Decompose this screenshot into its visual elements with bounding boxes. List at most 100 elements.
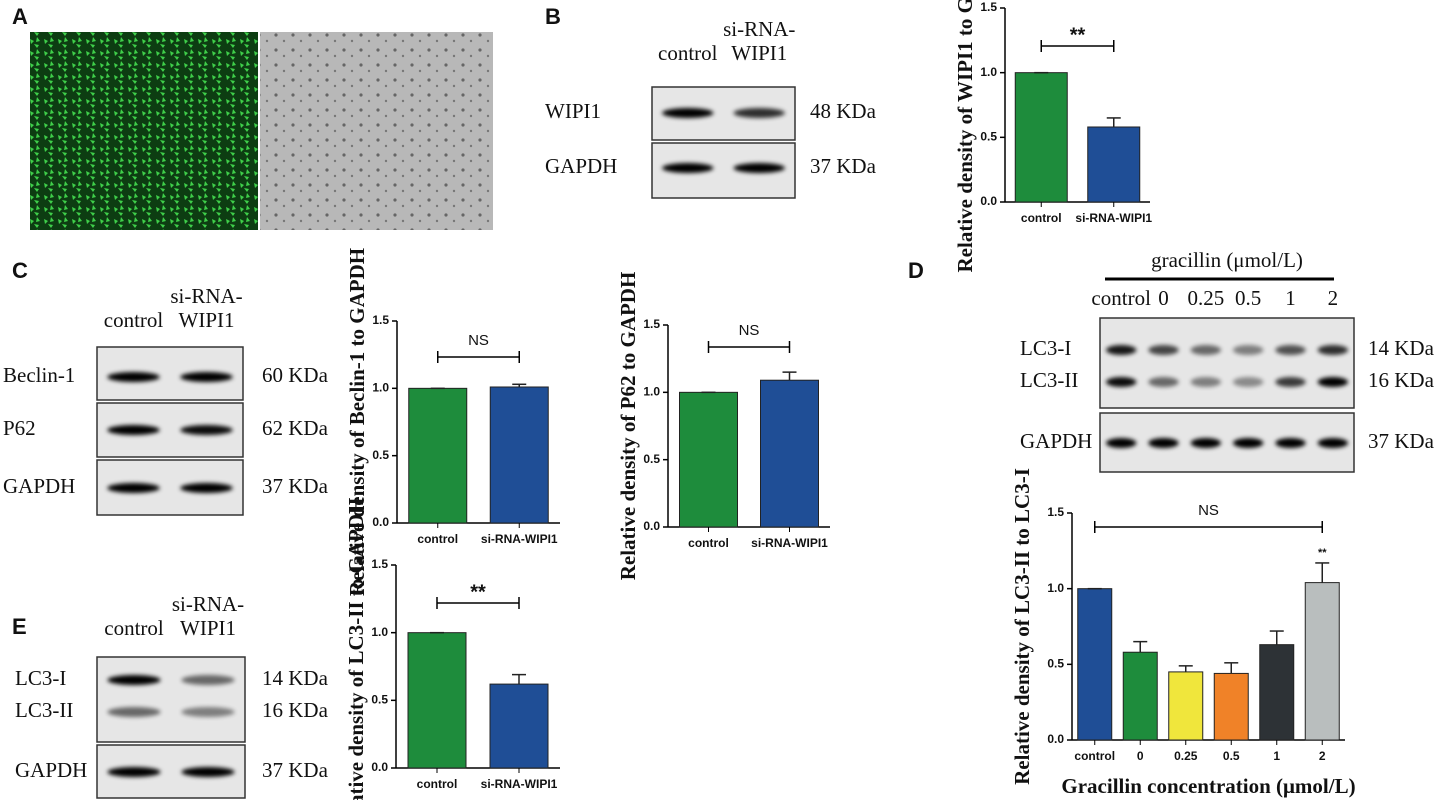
bar [1213,672,1249,741]
x-tick-label: control [417,532,458,546]
band [1105,377,1137,387]
size-label: 48 KDa [810,99,877,123]
band [1190,438,1222,448]
band [181,675,235,685]
protein-label: P62 [3,416,36,440]
band [662,108,714,118]
lane-label: 0 [1158,286,1169,310]
lane-label: WIPI1 [731,41,787,65]
bar [679,391,738,528]
lane-label: WIPI1 [180,616,236,640]
band [107,675,161,685]
lane-label: si-RNA- [172,592,244,616]
x-tick-label: 1 [1273,749,1280,763]
band [733,163,785,173]
y-tick-label: 0.0 [980,194,997,208]
lane-label: control [104,616,164,640]
size-label: 37 KDa [1368,429,1435,453]
band [1275,377,1306,387]
band [1232,438,1264,448]
lane-label: 2 [1328,286,1339,310]
x-tick-label: 2 [1319,749,1326,763]
band [1190,345,1222,355]
lane-label: si-RNA- [170,284,242,308]
band [1105,438,1137,448]
band [107,372,160,382]
protein-label: GAPDH [545,154,617,178]
x-tick-label: control [688,536,729,550]
y-tick-label: 0.0 [643,519,660,533]
x-tick-label: control [1021,211,1062,225]
lane-label: 0.25 [1187,286,1224,310]
panel-label: E [12,614,27,639]
band [1148,377,1179,387]
y-tick-label: 0.5 [643,452,660,466]
protein-label: LC3-II [1020,368,1078,392]
y-tick-label: 0.5 [371,693,388,707]
y-tick-label: 1.0 [371,625,388,639]
y-tick-label: 0.0 [371,760,388,774]
protein-label: GAPDH [3,474,75,498]
brightfield-image [260,32,493,230]
bar [489,386,549,524]
size-label: 60 KDa [262,363,329,387]
x-tick-label: 0.25 [1174,749,1198,763]
y-tick-label: 0.5 [1047,657,1064,671]
bar [1304,582,1340,741]
y-tick-label: 1.5 [643,317,660,331]
protein-label: LC3-II [15,698,73,722]
significance-label: NS [739,322,760,339]
x-tick-label: si-RNA-WIPI1 [751,536,828,550]
protein-label: LC3-I [1020,336,1071,360]
y-tick-label: 1.0 [372,381,389,395]
y-tick-label: 1.5 [1047,505,1064,519]
band [181,707,235,717]
size-label: 37 KDa [262,474,329,498]
y-tick-label: 1.5 [372,313,389,327]
size-label: 14 KDa [262,666,329,690]
y-axis-label: Relative density of Beclin-1 to GAPDH [345,248,369,596]
y-axis-label: Relative density of LC3-II to LC3-I [1010,468,1034,785]
panel-label: A [12,4,28,29]
band [1317,438,1349,448]
protein-label: WIPI1 [545,99,601,123]
band [180,483,233,493]
size-label: 16 KDa [262,698,329,722]
bar [1122,651,1158,741]
y-tick-label: 0.0 [372,515,389,529]
band [180,425,233,435]
x-tick-label: 0 [1137,749,1144,763]
size-label: 14 KDa [1368,336,1435,360]
significance-label: NS [468,332,489,349]
bar [489,683,549,769]
bar [1077,588,1113,741]
lane-label: control [658,41,718,65]
blot-box [96,656,246,743]
lane-label: si-RNA- [723,17,795,41]
panel-label: D [908,258,924,283]
y-tick-label: 0.5 [980,130,997,144]
x-tick-label: si-RNA-WIPI1 [481,532,558,546]
protein-label: GAPDH [15,758,87,782]
bar [1087,126,1141,203]
y-axis-label: Relative density of LC3-II to GAPDH [344,498,368,800]
x-tick-label: si-RNA-WIPI1 [1075,211,1152,225]
bar [760,379,819,528]
band [1148,438,1179,448]
band [1105,345,1137,355]
size-label: 37 KDa [810,154,877,178]
protein-label: LC3-I [15,666,66,690]
y-tick-label: 1.5 [980,0,997,14]
band [662,163,714,173]
band [107,483,160,493]
band [733,108,785,118]
x-tick-label: 0.5 [1223,749,1240,763]
y-tick-label: 0.0 [1047,732,1064,746]
bar [1014,72,1068,203]
band [107,707,161,717]
x-tick-label: control [417,777,458,791]
size-label: 62 KDa [262,416,329,440]
band [1232,345,1264,355]
